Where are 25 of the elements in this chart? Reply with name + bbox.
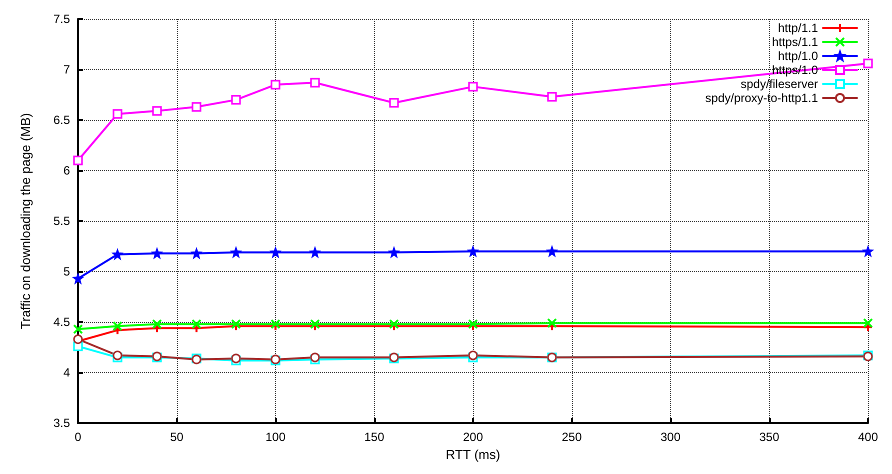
- y-tick-label: 5.5: [53, 214, 70, 228]
- x-tick-label: 50: [170, 430, 184, 444]
- x-tick-label: 100: [265, 430, 286, 444]
- y-tick-label: 6: [63, 164, 70, 178]
- y-tick-label: 7: [63, 62, 70, 77]
- x-tick-label: 400: [858, 430, 878, 444]
- x-tick-label: 300: [660, 430, 681, 444]
- y-tick-label: 7.5: [53, 12, 70, 26]
- x-tick-label: 0: [74, 430, 82, 444]
- legend-label: http/1.1: [778, 21, 818, 35]
- legend-label: https/1.1: [772, 35, 818, 49]
- legend-label: spdy/fileserver: [740, 77, 818, 91]
- x-tick-label: 150: [364, 430, 385, 444]
- y-tick-label: 4.5: [53, 315, 70, 330]
- x-axis-title: RTT (ms): [446, 447, 500, 462]
- legend-label: spdy/proxy-to-http1.1: [705, 91, 818, 105]
- y-tick-label: 4: [63, 366, 70, 380]
- y-axis-title: Traffic on downloading the page (MB): [18, 113, 33, 330]
- x-tick-label: 250: [562, 430, 582, 444]
- x-tick-label: 350: [759, 430, 780, 444]
- y-tick-label: 6.5: [53, 113, 70, 128]
- y-tick-label: 5: [63, 264, 70, 279]
- x-tick-label: 200: [462, 430, 484, 444]
- y-tick-label: 3.5: [53, 416, 70, 430]
- legend-label: http/1.0: [778, 49, 818, 63]
